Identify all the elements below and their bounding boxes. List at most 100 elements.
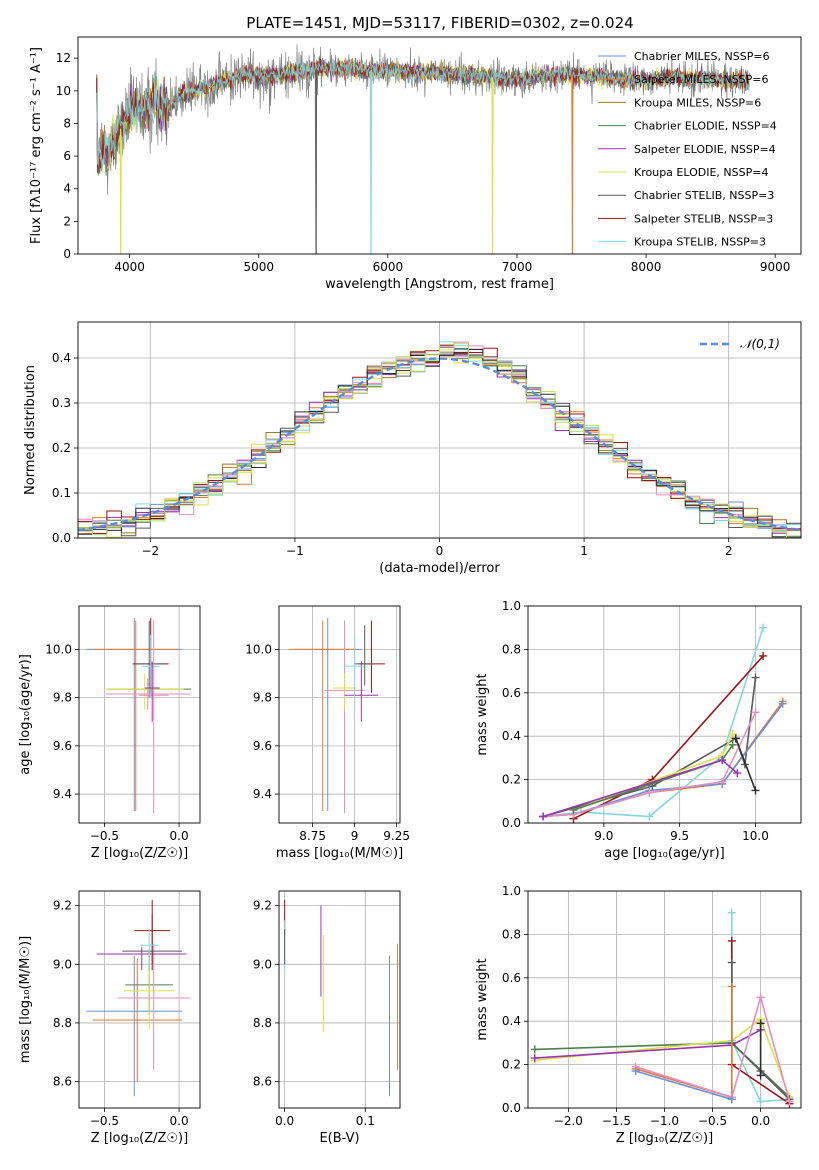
weight-point-marker <box>733 769 742 778</box>
x-tick-label: 5000 <box>243 260 274 274</box>
y-tick-label: 9.2 <box>253 899 272 913</box>
x-tick-label: 0.0 <box>170 1114 189 1128</box>
legend-label: Salpeter ELODIE, NSSP=4 <box>634 143 776 156</box>
weight-series-line <box>543 701 784 818</box>
weight-point-marker <box>751 673 760 682</box>
weight-point-marker <box>718 756 727 765</box>
weight-point-marker <box>759 651 768 660</box>
x-tick-label: −1.0 <box>650 1114 679 1128</box>
y-tick-label: 0.6 <box>502 686 521 700</box>
x-axis-label: wavelength [Angstrom, rest frame] <box>325 277 554 292</box>
y-tick-label: 8.6 <box>53 1075 72 1089</box>
x-axis-label: Z [log₁₀(Z/Z☉)] <box>91 846 188 861</box>
y-tick-label: 4 <box>63 182 71 196</box>
weight-point-marker <box>756 993 765 1002</box>
x-tick-label: −1 <box>286 544 304 558</box>
y-tick-label: 1.0 <box>502 599 521 613</box>
normal-reference-curve <box>78 357 801 532</box>
spectrum-title: PLATE=1451, MJD=53117, FIBERID=0302, z=0… <box>246 14 633 32</box>
histogram-step <box>78 349 801 538</box>
y-axis-label: Flux [fλ10⁻¹⁷ erg cm⁻² s⁻¹ A⁻¹] <box>29 47 44 244</box>
weight-series-line <box>534 1042 791 1098</box>
mass-vs-ebv-plot: 0.0 0.1 8.6 8.8 9.0 9.2 E(B-V) <box>253 890 401 1146</box>
y-axis-label: mass weight <box>475 958 490 1040</box>
weight-point-marker <box>631 1067 640 1076</box>
x-axis-label: Z [log₁₀(Z/Z☉)] <box>91 1131 188 1146</box>
weight-vs-metallicity-plot: −2.0 −1.5 −1.0 −0.5 0.0 0.0 0.2 0.4 0.6 0.8 1.0 Z [… <box>475 884 802 1146</box>
weight-series-line <box>635 1070 733 1101</box>
weight-point-marker <box>530 1054 539 1063</box>
y-tick-label: 8.8 <box>253 1016 272 1030</box>
weight-series-line <box>573 655 764 820</box>
y-tick-label: 8.6 <box>253 1075 272 1089</box>
y-tick-label: 9.4 <box>53 787 72 801</box>
y-tick-label: 0.4 <box>502 1014 521 1028</box>
axes-frame <box>78 890 201 1109</box>
legend-label: Kroupa ELODIE, NSSP=4 <box>634 166 768 179</box>
legend-label: Salpeter STELIB, NSSP=3 <box>634 212 773 225</box>
legend-label: Kroupa MILES, NSSP=6 <box>634 96 761 109</box>
y-axis-label: Normed distribution <box>23 365 38 495</box>
y-tick-label: 10.0 <box>245 642 272 656</box>
x-axis-label: mass [log₁₀(M/M☉)] <box>276 846 403 861</box>
weight-point-marker <box>530 1045 539 1054</box>
y-tick-label: 8.8 <box>53 1016 72 1030</box>
model-spectrum-line <box>96 58 750 254</box>
y-tick-label: 0.2 <box>52 441 71 455</box>
weight-point-marker <box>785 1097 794 1106</box>
weight-point-marker <box>728 740 737 749</box>
y-tick-label: 0.0 <box>502 816 521 830</box>
weight-series-line <box>543 711 757 818</box>
y-tick-label: 0.8 <box>502 927 521 941</box>
x-tick-label: −2.0 <box>554 1114 583 1128</box>
y-axis-label: age [log₁₀(age/yr)] <box>18 654 33 775</box>
y-axis-label: mass [log₁₀(M/M☉)] <box>18 936 33 1063</box>
weight-series-line <box>534 1017 791 1098</box>
axes-frame <box>527 890 802 1109</box>
y-tick-label: 9.8 <box>253 691 272 705</box>
weight-point-marker <box>759 623 768 632</box>
weight-point-marker <box>756 1019 765 1028</box>
legend-label: Chabrier ELODIE, NSSP=4 <box>634 120 777 133</box>
age-vs-metallicity-plot: −0.5 0.0 9.4 9.6 9.8 10.0 Z [log₁₀(Z/Z☉)] age [… <box>18 605 201 861</box>
axes-frame <box>527 605 802 824</box>
y-tick-label: 9.0 <box>253 957 272 971</box>
y-tick-label: 9.6 <box>253 739 272 753</box>
x-tick-label: 8000 <box>631 260 662 274</box>
weight-vs-age-plot: 9.0 9.5 10.0 0.0 0.2 0.4 0.6 0.8 1.0 age [log₁₀(a… <box>475 599 802 861</box>
x-tick-label: 9.0 <box>594 829 613 843</box>
y-tick-label: 0.3 <box>52 396 71 410</box>
weight-point-marker <box>731 734 740 743</box>
x-tick-label: 4000 <box>114 260 145 274</box>
y-axis-label: mass weight <box>475 673 490 755</box>
weight-point-marker <box>778 699 787 708</box>
x-tick-label: 10.0 <box>742 829 769 843</box>
x-tick-label: 7000 <box>502 260 533 274</box>
y-tick-label: 10.0 <box>45 642 72 656</box>
x-tick-label: 0 <box>436 544 444 558</box>
x-tick-label: 0.0 <box>170 829 189 843</box>
weight-series-line <box>543 627 764 818</box>
x-tick-label: 0.1 <box>356 1114 375 1128</box>
weight-point-marker <box>727 936 736 945</box>
x-tick-label: 0.0 <box>275 1114 294 1128</box>
y-tick-label: 9.0 <box>53 957 72 971</box>
weight-series-line <box>543 703 784 818</box>
weight-point-marker <box>539 812 548 821</box>
axes-frame <box>78 605 201 824</box>
weight-point-marker <box>751 708 760 717</box>
x-tick-label: −0.5 <box>90 829 119 843</box>
x-tick-label: 2 <box>725 544 733 558</box>
weight-point-marker <box>718 777 727 786</box>
y-tick-label: 6 <box>63 149 71 163</box>
y-tick-label: 9.4 <box>253 787 272 801</box>
y-tick-label: 0.4 <box>502 729 521 743</box>
axes-frame <box>278 890 401 1109</box>
y-tick-label: 0 <box>63 247 71 261</box>
y-tick-label: 9.2 <box>53 899 72 913</box>
weight-point-marker <box>728 730 737 739</box>
weight-point-marker <box>645 788 654 797</box>
weight-point-marker <box>727 908 736 917</box>
x-axis-label: age [log₁₀(age/yr)] <box>604 846 725 861</box>
y-tick-label: 0.2 <box>502 773 521 787</box>
